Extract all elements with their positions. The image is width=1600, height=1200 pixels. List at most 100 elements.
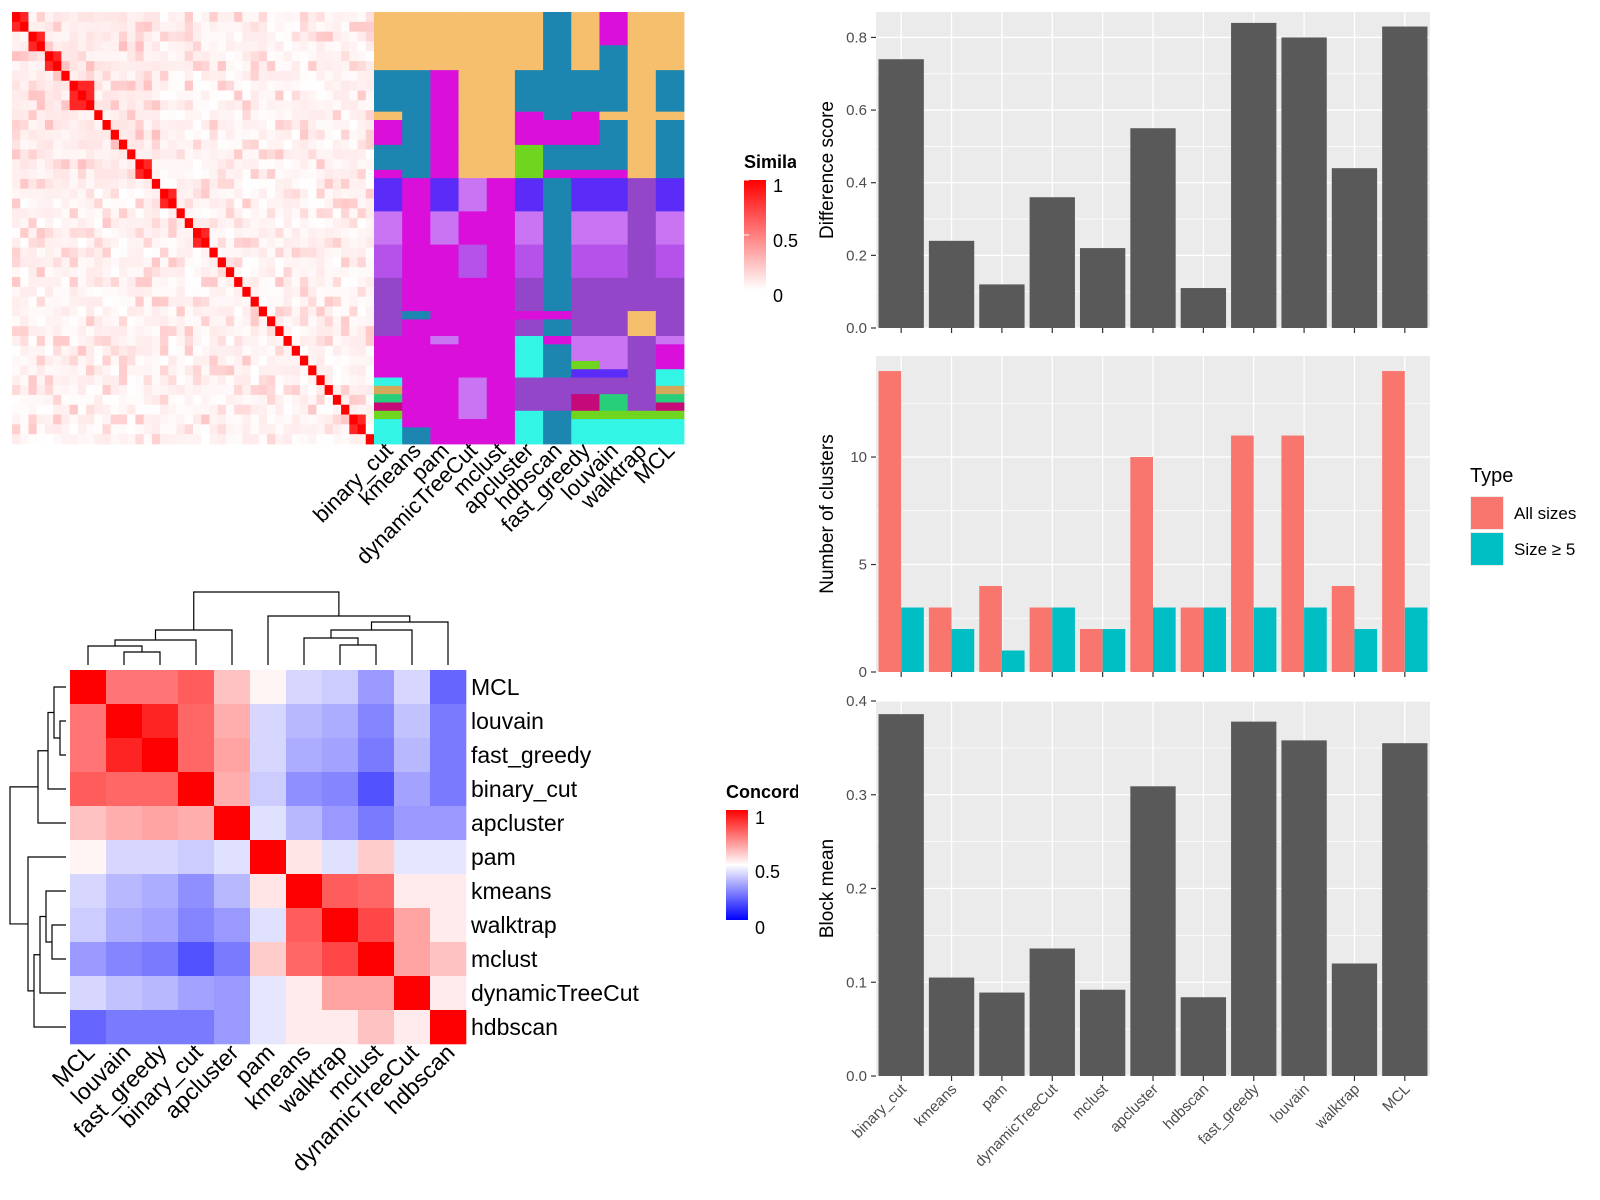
similarity-cell	[28, 414, 38, 425]
bar	[1231, 22, 1277, 329]
similarity-cell	[102, 31, 112, 42]
concordance-cell	[394, 1010, 431, 1045]
similarity-cell	[234, 61, 243, 72]
similarity-cell	[176, 90, 186, 101]
dendrogram-branch	[87, 645, 143, 665]
assignment-cell	[486, 394, 516, 403]
similarity-cell	[143, 139, 153, 150]
similarity-cell	[217, 228, 227, 239]
similarity-cell	[324, 247, 334, 258]
similarity-cell	[77, 208, 87, 219]
similarity-cell	[44, 178, 54, 190]
similarity-cell	[209, 306, 219, 317]
assignment-cell	[655, 169, 685, 179]
similarity-cell	[209, 257, 219, 268]
similarity-cell	[365, 286, 375, 298]
similarity-cell	[28, 80, 38, 91]
similarity-cell	[209, 198, 219, 209]
similarity-cell	[184, 218, 194, 229]
similarity-cell	[176, 178, 186, 190]
concordance-cell	[394, 908, 431, 943]
similarity-cell	[217, 277, 227, 288]
similarity-cell	[209, 345, 219, 357]
similarity-cell	[250, 159, 260, 170]
similarity-cell	[283, 316, 293, 327]
similarity-cell	[36, 424, 46, 435]
similarity-cell	[53, 90, 62, 101]
assignment-cell	[571, 45, 600, 71]
assignment-cell	[543, 419, 572, 428]
similarity-cell	[61, 100, 70, 111]
bar	[928, 607, 952, 672]
similarity-cell	[151, 336, 161, 347]
similarity-cell	[28, 345, 38, 357]
similarity-cell	[184, 228, 194, 239]
similarity-cell	[291, 188, 301, 199]
similarity-cell	[193, 139, 202, 150]
similarity-cell	[209, 12, 219, 23]
similarity-cell	[258, 149, 268, 160]
similarity-cell	[118, 51, 128, 62]
similarity-cell	[201, 336, 210, 347]
similarity-cell	[160, 139, 169, 150]
similarity-cell	[20, 120, 29, 131]
similarity-cell	[77, 149, 87, 160]
similarity-cell	[341, 414, 350, 425]
similarity-cell	[291, 61, 301, 72]
similarity-cell	[332, 326, 342, 337]
similarity-cell	[102, 296, 112, 307]
bar	[1079, 629, 1103, 672]
concordance-cell	[322, 772, 359, 807]
bar	[1231, 435, 1254, 672]
similarity-cell	[332, 110, 342, 121]
assignment-cell	[599, 211, 629, 246]
concordance-cell	[286, 840, 323, 875]
assignment-cell	[458, 120, 488, 146]
similarity-cell	[77, 31, 87, 42]
assignment-cell	[374, 169, 403, 179]
similarity-cell	[217, 70, 227, 82]
similarity-cell	[44, 385, 54, 396]
bar	[1382, 26, 1428, 329]
similarity-cell	[69, 208, 79, 219]
similarity-cell	[316, 149, 326, 160]
similarity-cell	[193, 296, 202, 307]
similarity-cell	[28, 277, 38, 288]
similarity-cell	[143, 365, 153, 376]
similarity-cell	[267, 31, 276, 42]
similarity-cell	[365, 345, 375, 357]
similarity-cell	[209, 21, 219, 33]
similarity-cell	[365, 188, 375, 199]
similarity-cell	[267, 41, 276, 52]
similarity-cell	[28, 198, 38, 209]
similarity-cell	[102, 198, 112, 209]
similarity-cell	[36, 247, 46, 258]
similarity-cell	[258, 296, 268, 307]
similarity-cell	[127, 61, 136, 72]
assignment-cell	[599, 427, 629, 445]
similarity-cell	[118, 277, 128, 288]
similarity-cell	[201, 149, 210, 160]
bar	[1130, 128, 1176, 328]
similarity-cell	[69, 12, 79, 23]
similarity-cell	[349, 286, 358, 298]
assignment-cell	[599, 385, 629, 395]
similarity-cell	[36, 80, 46, 91]
similarity-cell	[86, 296, 95, 307]
similarity-cell	[201, 434, 210, 445]
similarity-cell	[69, 296, 79, 307]
similarity-cell	[316, 237, 326, 249]
similarity-cell	[28, 100, 38, 111]
similarity-cell	[151, 120, 161, 131]
assignment-cell	[486, 385, 516, 395]
similarity-cell	[160, 267, 169, 278]
similarity-cell	[341, 51, 350, 62]
assignment-cell	[627, 244, 657, 279]
concordance-cell	[106, 806, 143, 841]
similarity-cell	[20, 247, 29, 258]
similarity-cell	[225, 394, 235, 406]
similarity-cell	[308, 129, 317, 141]
similarity-cell	[258, 31, 268, 42]
similarity-cell	[176, 316, 186, 327]
